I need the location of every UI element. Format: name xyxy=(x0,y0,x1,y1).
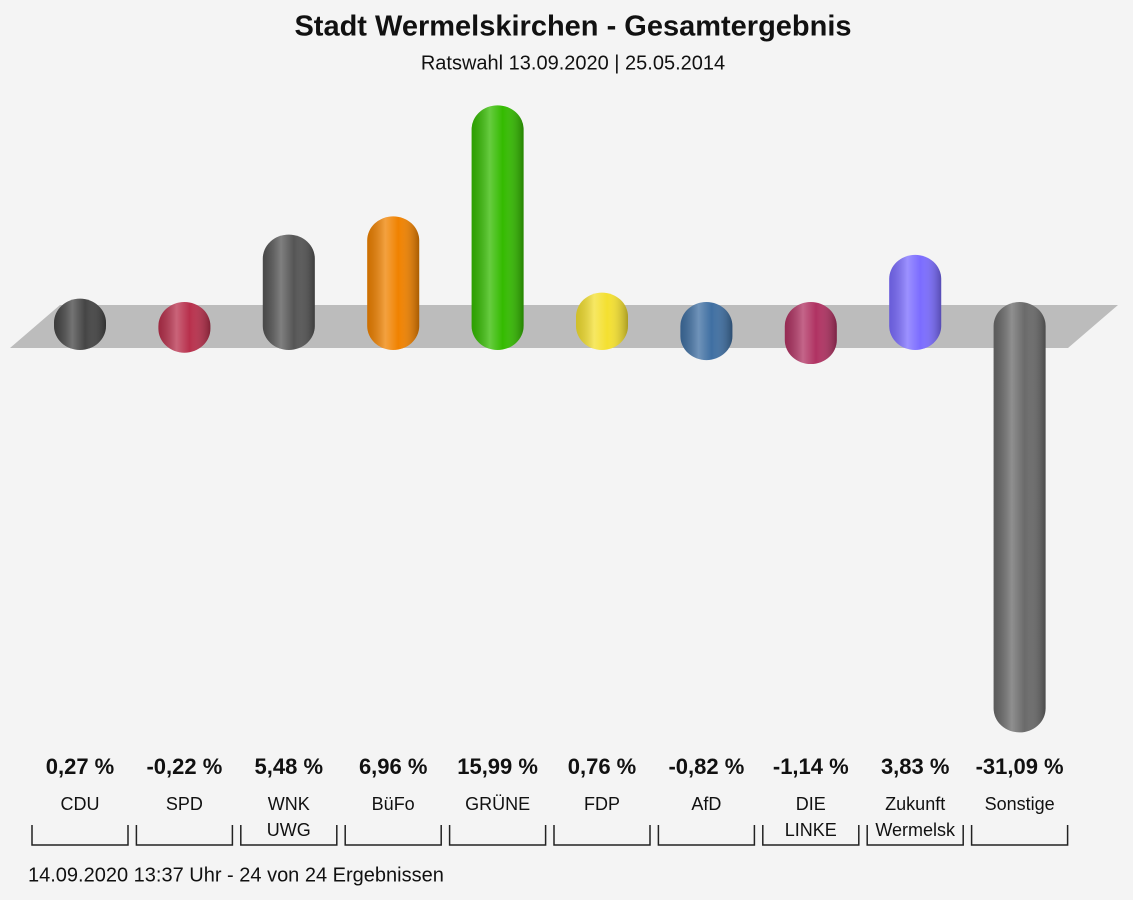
chart-subtitle: Ratswahl 13.09.2020 | 25.05.2014 xyxy=(421,52,725,74)
category-bracket xyxy=(657,825,756,846)
category-bracket xyxy=(135,825,234,846)
value-label: 6,96 % xyxy=(359,754,428,779)
value-label: 3,83 % xyxy=(881,754,950,779)
bar-shade xyxy=(784,302,837,365)
x-tick-label: SPD xyxy=(166,794,203,814)
bar-shade xyxy=(262,234,315,350)
x-tick-label: GRÜNE xyxy=(465,794,530,814)
bar-shade xyxy=(576,292,628,350)
footer: 14.09.2020 13:37 Uhr - 24 von 24 Ergebni… xyxy=(28,864,444,886)
x-tick-label: Sonstige xyxy=(985,794,1055,814)
x-tick-label: Zukunft Wermelsk xyxy=(875,794,956,840)
category-bracket xyxy=(344,825,442,846)
bar-shade xyxy=(54,298,106,350)
value-label: 0,76 % xyxy=(568,754,637,779)
value-label: -0,22 % xyxy=(146,754,222,779)
bar-shade xyxy=(471,105,524,350)
category-bracket xyxy=(762,825,860,846)
bar-shade xyxy=(158,302,211,353)
value-label: 5,48 % xyxy=(255,754,324,779)
category-bracket xyxy=(866,825,964,846)
bar-shade xyxy=(993,302,1046,733)
category-bracket xyxy=(970,825,1069,846)
value-label: 15,99 % xyxy=(457,754,538,779)
category-bracket xyxy=(448,825,547,846)
bar-shade xyxy=(367,216,420,350)
category-bracket xyxy=(31,825,129,846)
category-bracket xyxy=(553,825,651,846)
x-tick-label: BüFo xyxy=(372,794,415,814)
value-label: -31,09 % xyxy=(976,754,1064,779)
value-label: -0,82 % xyxy=(668,754,744,779)
x-tick-label: DIE LINKE xyxy=(785,794,837,840)
x-tick-label: CDU xyxy=(61,794,100,814)
bar-shade xyxy=(680,302,733,361)
x-tick-label: FDP xyxy=(584,794,620,814)
bar-shade xyxy=(889,254,942,350)
x-tick-label: AfD xyxy=(691,794,721,814)
chart-title: Stadt Wermelskirchen - Gesamtergebnis xyxy=(294,11,851,43)
value-label: -1,14 % xyxy=(773,754,849,779)
x-tick-label: WNK UWG xyxy=(267,794,311,840)
category-bracket xyxy=(240,825,338,846)
value-label: 0,27 % xyxy=(46,754,115,779)
